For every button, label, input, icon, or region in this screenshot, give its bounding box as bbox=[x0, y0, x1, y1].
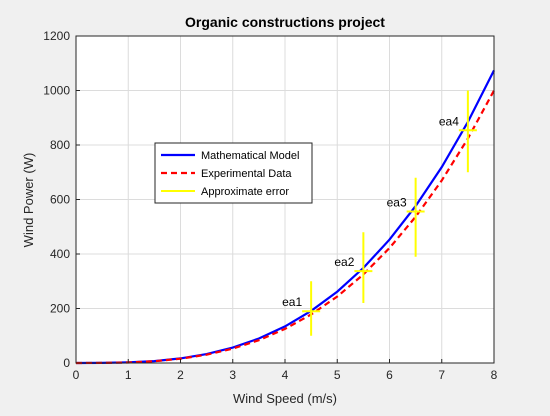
legend-label: Mathematical Model bbox=[201, 150, 299, 162]
error-annotation-label: ea2 bbox=[334, 255, 354, 269]
error-annotation-label: ea1 bbox=[282, 295, 302, 309]
series-line bbox=[75, 69, 495, 365]
error-annotation-label: ea4 bbox=[439, 114, 459, 128]
x-tick-label: 0 bbox=[73, 368, 80, 382]
x-tick-label: 4 bbox=[282, 368, 289, 382]
x-tick-label: 5 bbox=[334, 368, 341, 382]
legend-label: Experimental Data bbox=[201, 168, 292, 180]
y-tick-label: 1000 bbox=[43, 84, 70, 98]
x-tick-label: 3 bbox=[229, 368, 236, 382]
series-layer bbox=[75, 69, 495, 365]
y-tick-label: 600 bbox=[50, 193, 70, 207]
ticks: 0 1 2 3 4 5 6 7 8 0 200 400 600 800 1000 1200 bbox=[43, 29, 497, 382]
x-tick-label: 7 bbox=[438, 368, 445, 382]
error-bars bbox=[302, 90, 477, 336]
y-axis-label: Wind Power (W) bbox=[21, 153, 36, 248]
y-tick-label: 1200 bbox=[43, 29, 70, 43]
annotations: ea1 ea2 ea3 ea4 bbox=[282, 114, 459, 309]
y-tick-label: 400 bbox=[50, 247, 70, 261]
x-axis-label: Wind Speed (m/s) bbox=[233, 391, 337, 406]
y-tick-label: 200 bbox=[50, 302, 70, 316]
x-tick-label: 8 bbox=[491, 368, 498, 382]
error-annotation-label: ea3 bbox=[387, 195, 407, 209]
x-tick-label: 1 bbox=[125, 368, 132, 382]
legend: Mathematical Model Experimental Data Appro… bbox=[154, 142, 313, 204]
chart-title: Organic constructions project bbox=[185, 14, 385, 30]
y-tick-label: 0 bbox=[63, 356, 70, 370]
x-tick-label: 6 bbox=[386, 368, 393, 382]
y-tick-label: 800 bbox=[50, 138, 70, 152]
series-line bbox=[75, 89, 495, 365]
legend-label: Approximate error bbox=[201, 186, 289, 198]
x-tick-label: 2 bbox=[177, 368, 184, 382]
